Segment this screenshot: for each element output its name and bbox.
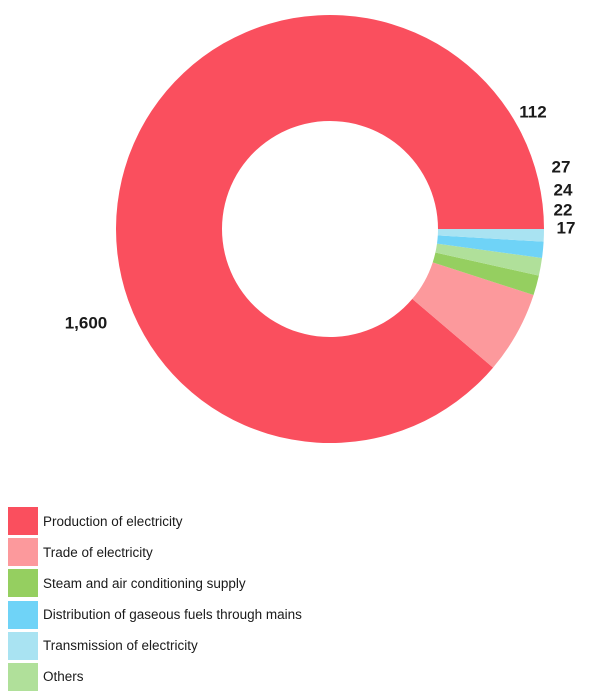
slice-distribution-of-gaseous-fuels-through-mains <box>437 235 544 259</box>
value-label: 27 <box>552 157 571 176</box>
legend-label: Distribution of gaseous fuels through ma… <box>43 607 302 623</box>
legend: Production of electricity Trade of elect… <box>8 507 302 694</box>
legend-label: Transmission of electricity <box>43 638 198 654</box>
value-label: 17 <box>557 218 576 237</box>
value-label: 22 <box>554 200 573 219</box>
slice-steam-and-air-conditioning-supply <box>432 252 539 296</box>
legend-swatch <box>8 569 38 598</box>
slice-trade-of-electricity <box>412 262 534 368</box>
legend-swatch <box>8 600 38 629</box>
legend-item: Transmission of electricity <box>8 631 302 660</box>
legend-item: Others <box>8 662 302 691</box>
value-label: 1,600 <box>65 313 108 332</box>
legend-item: Steam and air conditioning supply <box>8 569 302 598</box>
legend-swatch <box>8 507 38 535</box>
legend-label: Production of electricity <box>43 513 183 529</box>
legend-swatch <box>8 662 38 691</box>
legend-item: Production of electricity <box>8 507 302 535</box>
legend-item: Trade of electricity <box>8 538 302 567</box>
legend-swatch <box>8 631 38 660</box>
legend-label: Trade of electricity <box>43 544 153 560</box>
legend-item: Distribution of gaseous fuels through ma… <box>8 600 302 629</box>
legend-label: Others <box>43 669 84 685</box>
value-label: 24 <box>554 180 573 199</box>
value-label: 112 <box>519 102 546 121</box>
slice-production-of-electricity <box>116 14 544 443</box>
legend-swatch <box>8 538 38 567</box>
slice-transmission-of-electricity <box>437 229 544 242</box>
legend-label: Steam and air conditioning supply <box>43 575 246 591</box>
slice-others <box>435 243 543 276</box>
